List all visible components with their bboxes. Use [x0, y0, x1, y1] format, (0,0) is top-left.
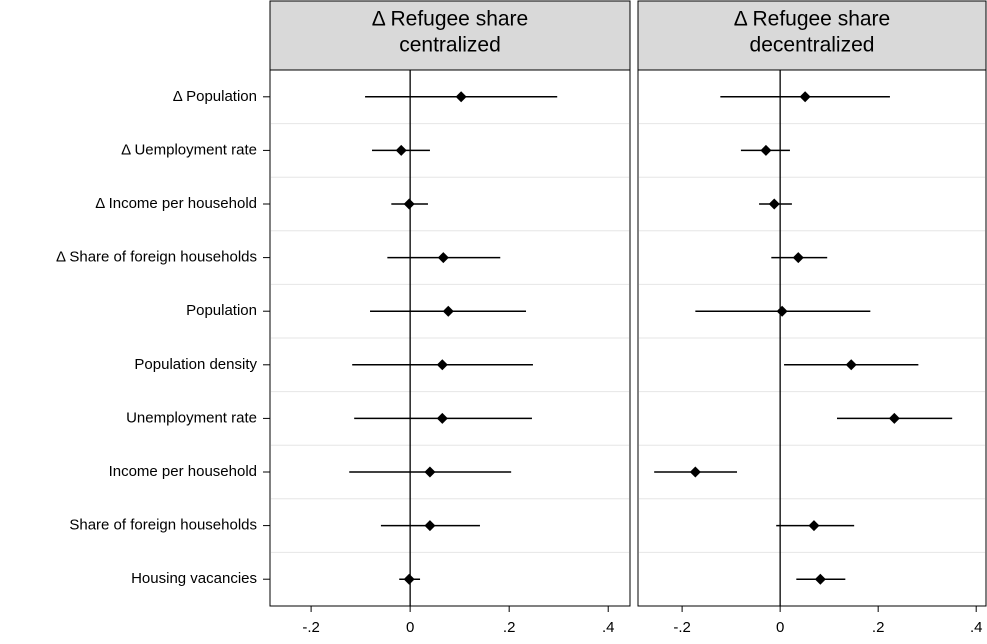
panel-header: [637, 0, 987, 71]
y-tick-label: Housing vacancies: [131, 570, 257, 587]
coefficient-marker: [395, 144, 407, 156]
y-tick-label: Population: [186, 302, 257, 319]
coefficient-marker: [888, 412, 900, 424]
coefficient-marker: [689, 466, 701, 478]
x-tick-label: -.2: [673, 619, 691, 636]
x-tick-label: .2: [872, 619, 885, 636]
coefficient-marker: [424, 466, 436, 478]
coefficient-marker: [442, 305, 454, 317]
coefficient-marker: [760, 144, 772, 156]
y-tick-label: Δ Income per household: [95, 195, 257, 212]
y-tick-label: Income per household: [109, 463, 257, 480]
coefficient-marker: [845, 359, 857, 371]
x-tick-label: 0: [406, 619, 414, 636]
x-tick-label: -.2: [302, 619, 320, 636]
coefficient-marker: [403, 573, 415, 585]
y-tick-label: Population density: [134, 356, 257, 373]
coefficient-marker: [814, 573, 826, 585]
panel-header: [269, 0, 631, 71]
coefficient-marker: [436, 359, 448, 371]
coefficient-marker: [424, 520, 436, 532]
x-tick-label: 0: [776, 619, 784, 636]
panel-title: decentralized: [750, 34, 875, 57]
x-tick-label: .4: [970, 619, 983, 636]
panel-title: Δ Refugee share: [372, 8, 528, 31]
y-tick-label: Δ Population: [173, 88, 257, 105]
panel-title: Δ Refugee share: [734, 8, 890, 31]
coefficient-marker: [436, 412, 448, 424]
y-tick-label: Unemployment rate: [126, 409, 257, 426]
panel-title: centralized: [399, 34, 501, 57]
coefficient-marker: [437, 252, 449, 264]
coefficient-marker: [455, 91, 467, 103]
coefficient-marker: [799, 91, 811, 103]
coefficient-marker: [808, 520, 820, 532]
x-tick-label: .4: [602, 619, 615, 636]
y-tick-label: Share of foreign households: [69, 517, 257, 534]
coefficient-marker: [792, 252, 804, 264]
y-tick-label: Δ Share of foreign households: [56, 249, 257, 266]
coefficient-marker: [776, 305, 788, 317]
x-tick-label: .2: [503, 619, 516, 636]
coefficient-marker: [768, 198, 780, 210]
y-tick-label: Δ Uemployment rate: [121, 141, 257, 158]
coefficient-marker: [403, 198, 415, 210]
